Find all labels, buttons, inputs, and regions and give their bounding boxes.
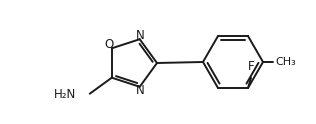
Text: H₂N: H₂N (53, 88, 76, 101)
Text: F: F (248, 60, 254, 73)
Text: O: O (104, 38, 113, 51)
Text: N: N (136, 84, 145, 97)
Text: CH₃: CH₃ (275, 57, 296, 67)
Text: N: N (136, 29, 145, 42)
